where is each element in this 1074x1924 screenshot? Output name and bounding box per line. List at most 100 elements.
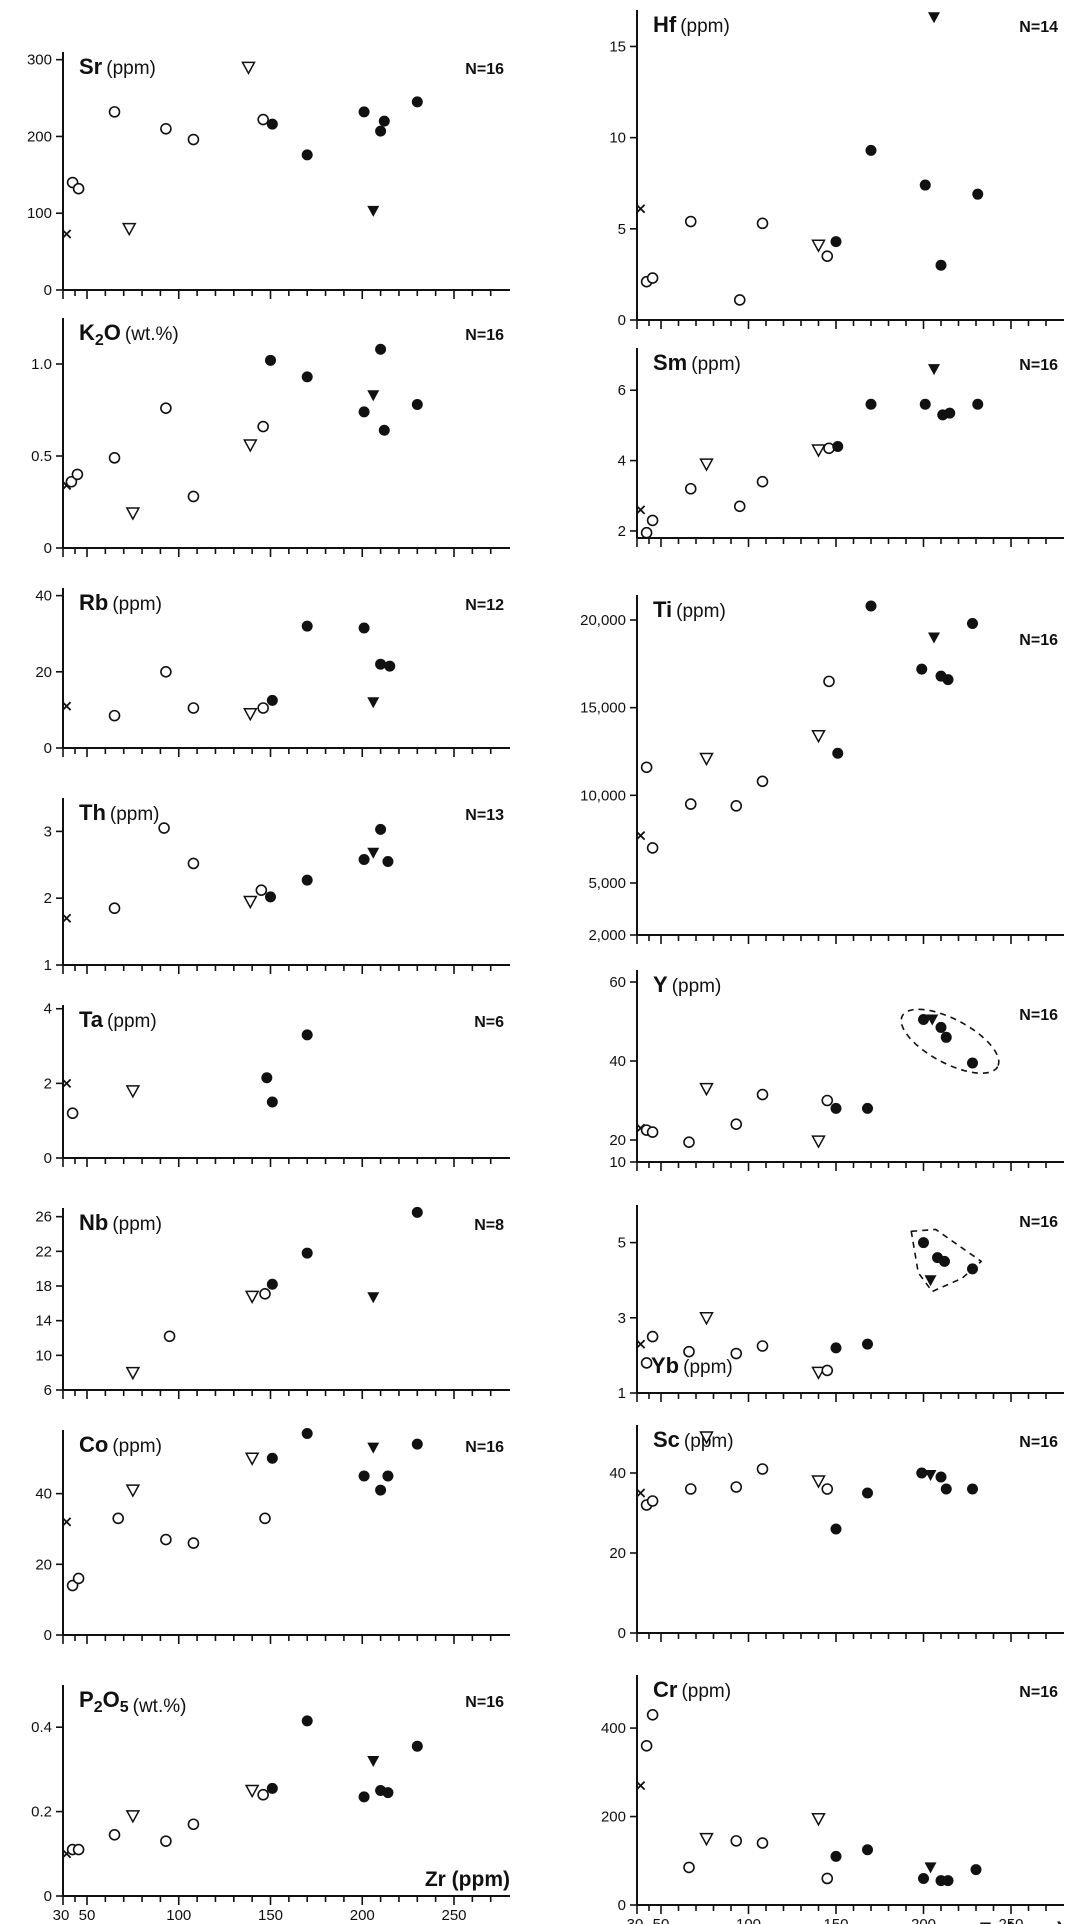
y-tick-label: 2,000	[588, 927, 626, 944]
y-tick-label: 0	[44, 1888, 52, 1905]
data-point-open-triangle	[241, 61, 256, 75]
data-point-filled-circle	[265, 891, 276, 903]
y-tick-label: 40	[35, 1486, 52, 1503]
data-point-filled-circle	[865, 144, 877, 156]
data-point-filled-circle	[942, 1875, 954, 1887]
n-label: N=16	[465, 1694, 504, 1711]
data-point-filled-circle	[944, 407, 956, 419]
x-tick-label: 200	[911, 1916, 936, 1924]
data-point-filled-circle	[862, 1844, 873, 1856]
data-point-open-circle	[756, 1340, 769, 1352]
data-point-open-triangle	[811, 729, 826, 744]
x-tick-label: 200	[350, 1907, 375, 1924]
data-point-cross	[635, 204, 646, 214]
data-point-cross	[635, 505, 646, 515]
x-axis-title: Zr (ppm)	[979, 1919, 1064, 1924]
panel-title: Y (ppm)	[653, 972, 721, 997]
y-tick-label: 40	[609, 1053, 626, 1070]
y-tick-label: 20	[35, 664, 52, 681]
data-point-open-triangle	[243, 895, 258, 910]
chart-panel-8: 0 5 10 15 Hf (ppm) N=14	[609, 10, 1064, 329]
data-point-open-circle	[108, 902, 121, 915]
data-point-filled-circle	[261, 1072, 273, 1084]
data-point-cross	[61, 913, 72, 923]
data-point-open-circle	[257, 702, 269, 714]
data-point-open-triangle	[244, 1784, 260, 1799]
y-tick-label: 2	[44, 1075, 52, 1092]
data-point-filled-circle	[382, 1470, 394, 1482]
data-point-filled-triangle	[367, 1442, 380, 1454]
data-point-filled-circle	[967, 1057, 978, 1069]
data-point-filled-circle	[919, 179, 931, 191]
x-tick-label: 150	[258, 1907, 283, 1924]
y-tick-label: 5	[618, 1235, 626, 1252]
panel-title: Sc (ppm)	[653, 1427, 734, 1452]
x-tick-label: 50	[653, 1916, 670, 1924]
data-point-open-circle	[66, 1107, 79, 1120]
data-point-open-triangle	[243, 707, 258, 722]
data-point-filled-circle	[378, 424, 390, 436]
y-tick-label: 0	[44, 1627, 52, 1644]
data-point-filled-circle	[301, 1029, 313, 1041]
data-point-filled-circle	[266, 1452, 278, 1464]
y-tick-label: 10,000	[580, 787, 626, 804]
y-tick-label: 6	[618, 382, 626, 399]
data-point-open-circle	[640, 526, 653, 539]
data-point-filled-circle	[832, 747, 844, 759]
data-point-filled-circle	[378, 115, 390, 127]
data-point-open-circle	[160, 1533, 172, 1546]
x-axis-title: Zr (ppm)	[425, 1868, 510, 1891]
data-point-open-circle	[756, 475, 769, 488]
panel-title: Cr (ppm)	[653, 1677, 731, 1702]
y-tick-label: 200	[601, 1809, 626, 1826]
y-tick-label: 0	[618, 312, 626, 329]
data-point-filled-circle	[916, 1467, 928, 1479]
x-tick-label: 250	[998, 1916, 1023, 1924]
data-point-open-circle	[756, 217, 769, 230]
data-point-open-triangle	[699, 1082, 714, 1097]
data-point-filled-circle	[940, 1483, 952, 1495]
data-point-filled-circle	[970, 1864, 982, 1876]
data-point-cross	[61, 229, 72, 239]
data-point-filled-circle	[862, 1487, 873, 1499]
data-point-open-circle	[112, 1512, 124, 1525]
data-point-open-circle	[684, 798, 697, 810]
data-point-filled-triangle	[367, 1292, 380, 1304]
data-point-open-circle	[646, 1495, 659, 1507]
data-point-filled-circle	[301, 371, 313, 383]
data-point-open-circle	[108, 106, 121, 118]
data-point-open-triangle	[244, 1290, 260, 1304]
data-point-open-circle	[72, 1572, 85, 1585]
data-point-filled-circle	[266, 1096, 278, 1108]
data-point-filled-circle	[358, 406, 370, 418]
y-tick-label: 0	[44, 540, 52, 557]
data-point-open-circle	[646, 842, 659, 854]
n-label: N=12	[465, 597, 504, 614]
n-label: N=16	[1019, 1214, 1058, 1231]
n-label: N=14	[1019, 19, 1058, 36]
data-point-open-circle	[187, 490, 200, 503]
data-point-open-circle	[730, 1481, 743, 1493]
data-point-filled-triangle	[367, 847, 380, 859]
data-point-open-triangle	[811, 239, 826, 253]
data-point-filled-triangle	[924, 1275, 937, 1287]
panel-title: Rb (ppm)	[79, 590, 162, 615]
data-point-open-circle	[257, 113, 269, 126]
panel-title: Nb (ppm)	[79, 1210, 162, 1235]
data-point-filled-circle	[382, 1787, 394, 1799]
data-point-open-circle	[823, 675, 835, 688]
y-tick-label: 3	[618, 1310, 626, 1327]
panel-title: K2O (wt.%)	[79, 320, 179, 349]
data-point-open-circle	[108, 452, 121, 464]
y-tick-label: 1	[44, 957, 52, 974]
data-point-open-circle	[684, 215, 697, 228]
data-point-open-triangle	[243, 439, 258, 453]
data-point-open-triangle	[125, 1366, 141, 1381]
x-tick-label: 30	[627, 1916, 644, 1924]
data-point-filled-circle	[832, 441, 844, 453]
y-tick-label: 20	[609, 1132, 626, 1149]
y-tick-label: 0	[618, 1625, 626, 1642]
data-point-filled-circle	[830, 236, 842, 248]
data-point-filled-circle	[375, 125, 387, 137]
